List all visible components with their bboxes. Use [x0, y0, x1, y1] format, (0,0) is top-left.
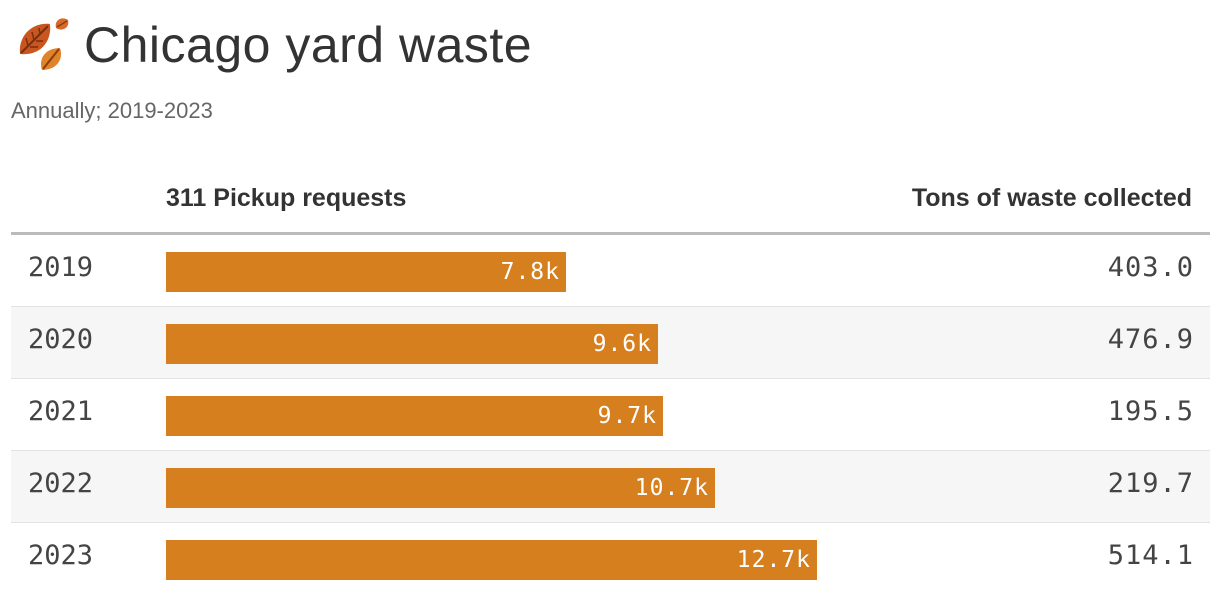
pickup-requests-bar: 10.7k [166, 468, 715, 508]
bar-value-label: 9.7k [597, 403, 657, 429]
year-label: 2022 [28, 468, 94, 499]
column-header-pickup-requests: 311 Pickup requests [166, 184, 407, 212]
year-label: 2019 [28, 252, 94, 283]
pickup-requests-bar: 12.7k [166, 540, 817, 580]
chart-title: Chicago yard waste [84, 17, 533, 73]
title-row: Chicago yard waste [12, 10, 532, 80]
bar-track: 12.7k [166, 540, 1166, 580]
tons-value: 195.5 [1107, 396, 1194, 427]
table-row: 2021 9.7k 195.5 [11, 379, 1210, 451]
year-label: 2020 [28, 324, 94, 355]
bar-value-label: 10.7k [634, 475, 709, 501]
bar-track: 7.8k [166, 252, 1166, 292]
pickup-requests-bar: 9.7k [166, 396, 663, 436]
pickup-requests-bar: 9.6k [166, 324, 658, 364]
chart-subtitle: Annually; 2019-2023 [11, 98, 213, 123]
year-label: 2023 [28, 540, 94, 571]
bar-value-label: 12.7k [736, 547, 811, 573]
tons-value: 219.7 [1107, 468, 1194, 499]
table-row: 2020 9.6k 476.9 [11, 307, 1210, 379]
tons-value: 514.1 [1107, 540, 1194, 571]
bar-track: 9.6k [166, 324, 1166, 364]
bar-value-label: 7.8k [500, 259, 560, 285]
column-header-tons: Tons of waste collected [911, 184, 1192, 212]
tons-value: 476.9 [1107, 324, 1194, 355]
fallen-leaves-icon [19, 18, 69, 70]
chart-rows: 2019 7.8k 403.0 2020 9.6k 476.9 2021 9.7k 195.5 2… [11, 235, 1210, 595]
tons-value: 403.0 [1107, 252, 1194, 283]
pickup-requests-bar: 7.8k [166, 252, 566, 292]
table-row: 2022 10.7k 219.7 [11, 451, 1210, 523]
header-rule [11, 232, 1210, 235]
table-row: 2023 12.7k 514.1 [11, 523, 1210, 595]
bar-track: 9.7k [166, 396, 1166, 436]
bar-value-label: 9.6k [592, 331, 652, 357]
bar-track: 10.7k [166, 468, 1166, 508]
table-row: 2019 7.8k 403.0 [11, 235, 1210, 307]
year-label: 2021 [28, 396, 94, 427]
